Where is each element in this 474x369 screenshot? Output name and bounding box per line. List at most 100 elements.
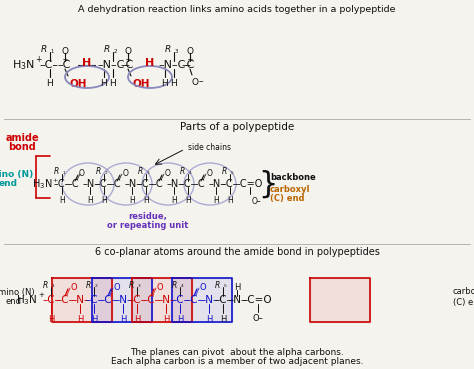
Text: $\mathregular{_2}$: $\mathregular{_2}$ bbox=[104, 169, 109, 177]
Text: residue,: residue, bbox=[128, 213, 167, 221]
Text: –C–: –C– bbox=[143, 295, 161, 305]
Text: $\mathregular{H_3N}$: $\mathregular{H_3N}$ bbox=[32, 177, 52, 191]
Text: –N–: –N– bbox=[201, 295, 219, 305]
Text: amide: amide bbox=[5, 133, 39, 143]
Text: amino (N): amino (N) bbox=[0, 170, 33, 179]
Polygon shape bbox=[92, 278, 152, 322]
Text: H: H bbox=[185, 196, 191, 205]
Text: O: O bbox=[165, 169, 171, 177]
Text: –N–: –N– bbox=[229, 295, 247, 305]
Polygon shape bbox=[52, 278, 112, 322]
Text: H: H bbox=[162, 79, 168, 88]
Text: $\mathregular{H_3N}$: $\mathregular{H_3N}$ bbox=[12, 58, 35, 72]
Text: $\mathregular{_5}$: $\mathregular{_5}$ bbox=[223, 282, 228, 290]
Text: H: H bbox=[234, 283, 240, 293]
Text: H: H bbox=[82, 58, 91, 68]
Text: –C–: –C– bbox=[180, 179, 197, 189]
Text: –C–: –C– bbox=[172, 295, 190, 305]
Text: $\mathregular{_1}$: $\mathregular{_1}$ bbox=[62, 169, 66, 177]
Text: OH: OH bbox=[70, 79, 88, 89]
Text: bond: bond bbox=[8, 142, 36, 152]
Text: R: R bbox=[104, 45, 110, 55]
Text: R: R bbox=[129, 280, 134, 290]
Text: backbone: backbone bbox=[270, 172, 316, 182]
Text: –C–: –C– bbox=[57, 295, 75, 305]
Text: H: H bbox=[109, 79, 117, 88]
Text: H: H bbox=[48, 315, 54, 324]
Text: $\mathregular{_3}$: $\mathregular{_3}$ bbox=[137, 282, 141, 290]
Text: –: – bbox=[199, 77, 203, 86]
Text: H: H bbox=[220, 315, 226, 324]
Text: $\mathregular{_3}$: $\mathregular{_3}$ bbox=[174, 46, 179, 55]
Text: –N–C–: –N–C– bbox=[158, 60, 191, 70]
Text: H: H bbox=[171, 196, 177, 205]
Text: –C: –C bbox=[194, 179, 206, 189]
Text: or repeating unit: or repeating unit bbox=[107, 221, 189, 231]
Text: R: R bbox=[41, 45, 47, 55]
Text: H: H bbox=[101, 196, 107, 205]
Text: –C–: –C– bbox=[138, 179, 155, 189]
Text: H: H bbox=[134, 315, 140, 324]
Text: –N–C–: –N–C– bbox=[97, 60, 130, 70]
Text: –C–: –C– bbox=[39, 60, 58, 70]
Text: +: + bbox=[52, 177, 57, 183]
Text: R: R bbox=[172, 280, 177, 290]
Text: (C) end: (C) end bbox=[453, 297, 474, 307]
Text: $\mathregular{_1}$: $\mathregular{_1}$ bbox=[50, 46, 55, 55]
Text: O: O bbox=[71, 283, 78, 292]
Text: side chains: side chains bbox=[188, 142, 231, 152]
Text: +: + bbox=[35, 55, 41, 65]
Text: O: O bbox=[200, 283, 207, 292]
Text: $\mathregular{_1}$: $\mathregular{_1}$ bbox=[51, 282, 55, 290]
Text: $\mathregular{H_3N}$: $\mathregular{H_3N}$ bbox=[17, 293, 38, 307]
Text: OH: OH bbox=[133, 79, 151, 89]
Text: H: H bbox=[227, 196, 233, 205]
Text: O: O bbox=[192, 78, 199, 87]
Text: R: R bbox=[180, 168, 185, 176]
Text: H: H bbox=[129, 196, 135, 205]
Text: O: O bbox=[157, 283, 164, 292]
Text: –N–: –N– bbox=[115, 295, 133, 305]
Text: $\mathregular{_5}$: $\mathregular{_5}$ bbox=[230, 169, 235, 177]
Text: H: H bbox=[206, 315, 212, 324]
Text: O: O bbox=[186, 46, 193, 55]
Text: }: } bbox=[258, 169, 277, 199]
Text: –C–: –C– bbox=[96, 179, 112, 189]
Text: H: H bbox=[213, 196, 219, 205]
Text: R: R bbox=[54, 168, 59, 176]
Text: R: R bbox=[215, 280, 220, 290]
Polygon shape bbox=[310, 278, 370, 322]
Text: –C: –C bbox=[110, 179, 122, 189]
Text: (C) end: (C) end bbox=[270, 193, 304, 203]
Text: –C: –C bbox=[152, 179, 164, 189]
Text: R: R bbox=[43, 280, 48, 290]
Text: $\mathregular{_4}$: $\mathregular{_4}$ bbox=[180, 282, 184, 290]
Text: R: R bbox=[165, 45, 171, 55]
Text: R: R bbox=[138, 168, 143, 176]
Text: $\mathregular{_3}$: $\mathregular{_3}$ bbox=[146, 169, 150, 177]
Text: –C–: –C– bbox=[54, 179, 71, 189]
Text: 6 co-planar atoms around the amide bond in polypeptides: 6 co-planar atoms around the amide bond … bbox=[94, 247, 380, 257]
Text: H: H bbox=[120, 315, 126, 324]
Text: H: H bbox=[46, 79, 54, 88]
Text: The planes can pivot  about the alpha carbons.: The planes can pivot about the alpha car… bbox=[130, 348, 344, 357]
Text: O: O bbox=[62, 46, 69, 55]
Text: O–: O– bbox=[253, 314, 264, 323]
Text: H: H bbox=[100, 79, 108, 88]
Text: H: H bbox=[177, 315, 183, 324]
Text: H: H bbox=[91, 315, 97, 324]
Text: –C: –C bbox=[57, 60, 70, 70]
Text: –C–: –C– bbox=[100, 295, 118, 305]
Text: O–: O– bbox=[252, 197, 262, 206]
Text: O: O bbox=[123, 169, 129, 177]
Text: +: + bbox=[38, 292, 44, 298]
Text: –N–: –N– bbox=[72, 295, 90, 305]
Text: H: H bbox=[59, 196, 65, 205]
Text: –C=O: –C=O bbox=[243, 295, 273, 305]
Text: Each alpha carbon is a member of two adjacent planes.: Each alpha carbon is a member of two adj… bbox=[111, 357, 363, 366]
Text: –C–: –C– bbox=[129, 295, 147, 305]
Text: –C–: –C– bbox=[186, 295, 204, 305]
Text: –C–: –C– bbox=[86, 295, 104, 305]
Text: O: O bbox=[79, 169, 85, 177]
Text: H: H bbox=[143, 196, 149, 205]
